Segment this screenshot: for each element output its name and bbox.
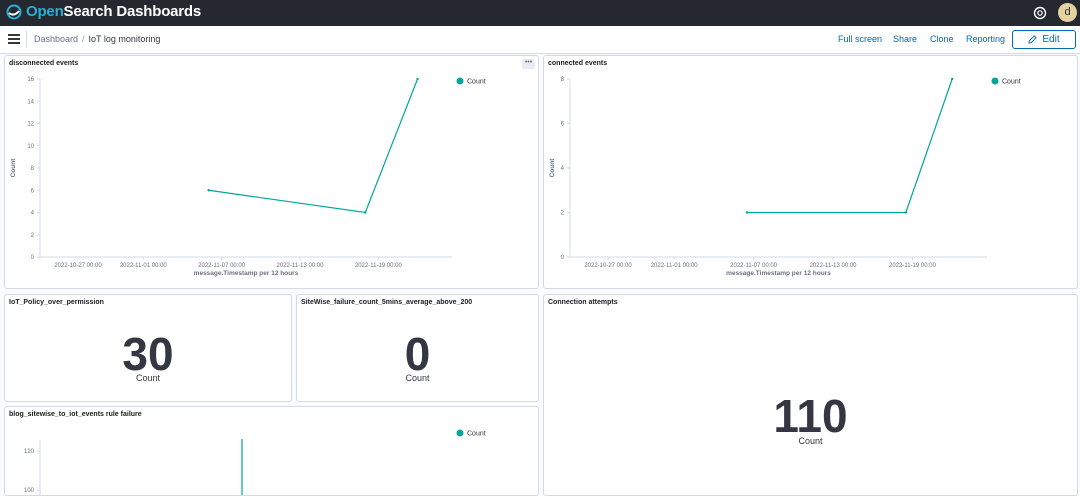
breadcrumb-dashboard[interactable]: Dashboard [34,34,79,44]
user-avatar[interactable]: d [1058,3,1077,22]
x-tick-label: 2022-11-19 00:00 [355,263,403,269]
metric-label: Count [798,436,823,446]
legend-swatch [456,429,464,437]
y-tick-label: 14 [27,99,34,105]
breadcrumb-separator: / [82,34,85,44]
rule-failure-chart: 100 120 Count [24,429,486,495]
y-axis-title: Count [10,158,17,178]
y-tick-label: 6 [31,188,35,194]
panel-title: disconnected events [9,60,79,67]
y-tick-label: 4 [561,166,565,172]
divider [26,31,27,48]
x-tick-label: 2022-10-27 00:00 [584,263,632,269]
disconnected-events-chart: 0 2 4 6 8 10 12 14 16 2022-10-27 00:00 2022-11-01 … [10,77,486,277]
legend-label: Count [467,431,486,438]
breadcrumb-current: IoT log monitoring [88,34,161,44]
x-tick-label: 2022-11-07 00:00 [730,263,778,269]
y-tick-label: 6 [561,122,565,128]
x-tick-label: 2022-11-13 00:00 [277,263,325,269]
x-tick-label: 2022-11-19 00:00 [889,263,937,269]
breadcrumb-bar: Dashboard / IoT log monitoring Full screen… [0,26,1080,54]
y-tick-label: 12 [27,122,34,128]
panel-connection-attempts: Connection attempts 110 Count [543,294,1078,496]
legend-label: Count [467,79,486,86]
reporting-button[interactable]: Reporting [966,34,1006,44]
panel-disconnected-events: disconnected events ••• 0 2 4 6 8 10 12 14 16 202… [4,55,539,289]
panel-connected-events: connected events 0 2 4 6 8 2022-10-27 00:00 20… [543,55,1078,289]
menu-icon[interactable] [8,34,20,44]
legend-swatch [456,77,464,85]
y-tick-label: 16 [27,77,34,83]
opensearch-logo[interactable]: OpenSearch Dashboards [6,3,201,20]
legend-swatch [991,77,999,85]
x-tick-label: 2022-11-13 00:00 [810,263,858,269]
y-tick-label: 4 [31,211,35,217]
panel-sitewise-failure: SiteWise_failure_count_5mins_average_abo… [296,294,539,402]
logo-text: OpenSearch Dashboards [26,3,202,20]
metric-value: 110 [773,390,848,442]
y-tick-label: 2 [31,233,35,239]
panel-iot-policy: IoT_Policy_over_permission 30 Count [4,294,292,402]
panel-rule-failure: blog_sitewise_to_iot_events rule failure… [4,406,539,496]
x-axis-title: message.Timestamp per 12 hours [194,270,299,277]
data-point [745,211,749,214]
y-tick-label: 120 [24,449,35,455]
y-tick-label: 100 [24,488,35,494]
x-tick-label: 2022-11-01 00:00 [120,263,168,269]
edit-label: Edit [1042,34,1060,45]
x-tick-label: 2022-11-01 00:00 [651,263,699,269]
data-point [904,211,908,214]
share-button[interactable]: Share [893,34,918,44]
top-header: OpenSearch Dashboards d [0,0,1080,26]
series-line-count [208,78,419,214]
data-point [950,77,954,81]
panel-options-button[interactable]: ••• [522,59,535,69]
data-point [416,77,419,81]
metric-value: 30 [122,328,174,380]
y-tick-label: 0 [31,255,35,261]
edit-button[interactable]: Edit [1012,30,1076,49]
y-tick-label: 2 [561,211,565,217]
y-tick-label: 0 [561,255,565,261]
pencil-icon [1028,35,1038,44]
x-axis-title: message.Timestamp per 12 hours [726,270,831,277]
panel-title: connected events [548,60,608,67]
metric-label: Count [135,373,161,383]
y-tick-label: 10 [27,144,34,150]
panel-title: IoT_Policy_over_permission [9,299,104,306]
x-tick-label: 2022-11-07 00:00 [198,263,246,269]
x-tick-label: 2022-10-27 00:00 [54,263,102,269]
help-icon[interactable] [1033,6,1047,20]
metric-label: Count [405,373,430,383]
data-point [364,211,367,214]
full-screen-button[interactable]: Full screen [838,34,883,44]
y-tick-label: 8 [561,77,565,83]
legend-label: Count [1002,79,1021,86]
y-tick-label: 8 [31,166,35,172]
data-point [207,189,210,192]
connected-events-chart: 0 2 4 6 8 2022-10-27 00:00 2022-11-01 00:00 202… [549,77,1021,277]
series-line-count [746,78,953,214]
y-axis-title: Count [549,158,556,178]
panel-title: blog_sitewise_to_iot_events rule failure [9,411,142,418]
metric-value: 0 [404,328,431,380]
clone-button[interactable]: Clone [930,34,954,44]
breadcrumb: Dashboard / IoT log monitoring [34,34,160,44]
panel-title: Connection attempts [548,299,618,306]
panel-title: SiteWise_failure_count_5mins_average_abo… [301,299,473,306]
opensearch-logo-icon [6,4,22,19]
